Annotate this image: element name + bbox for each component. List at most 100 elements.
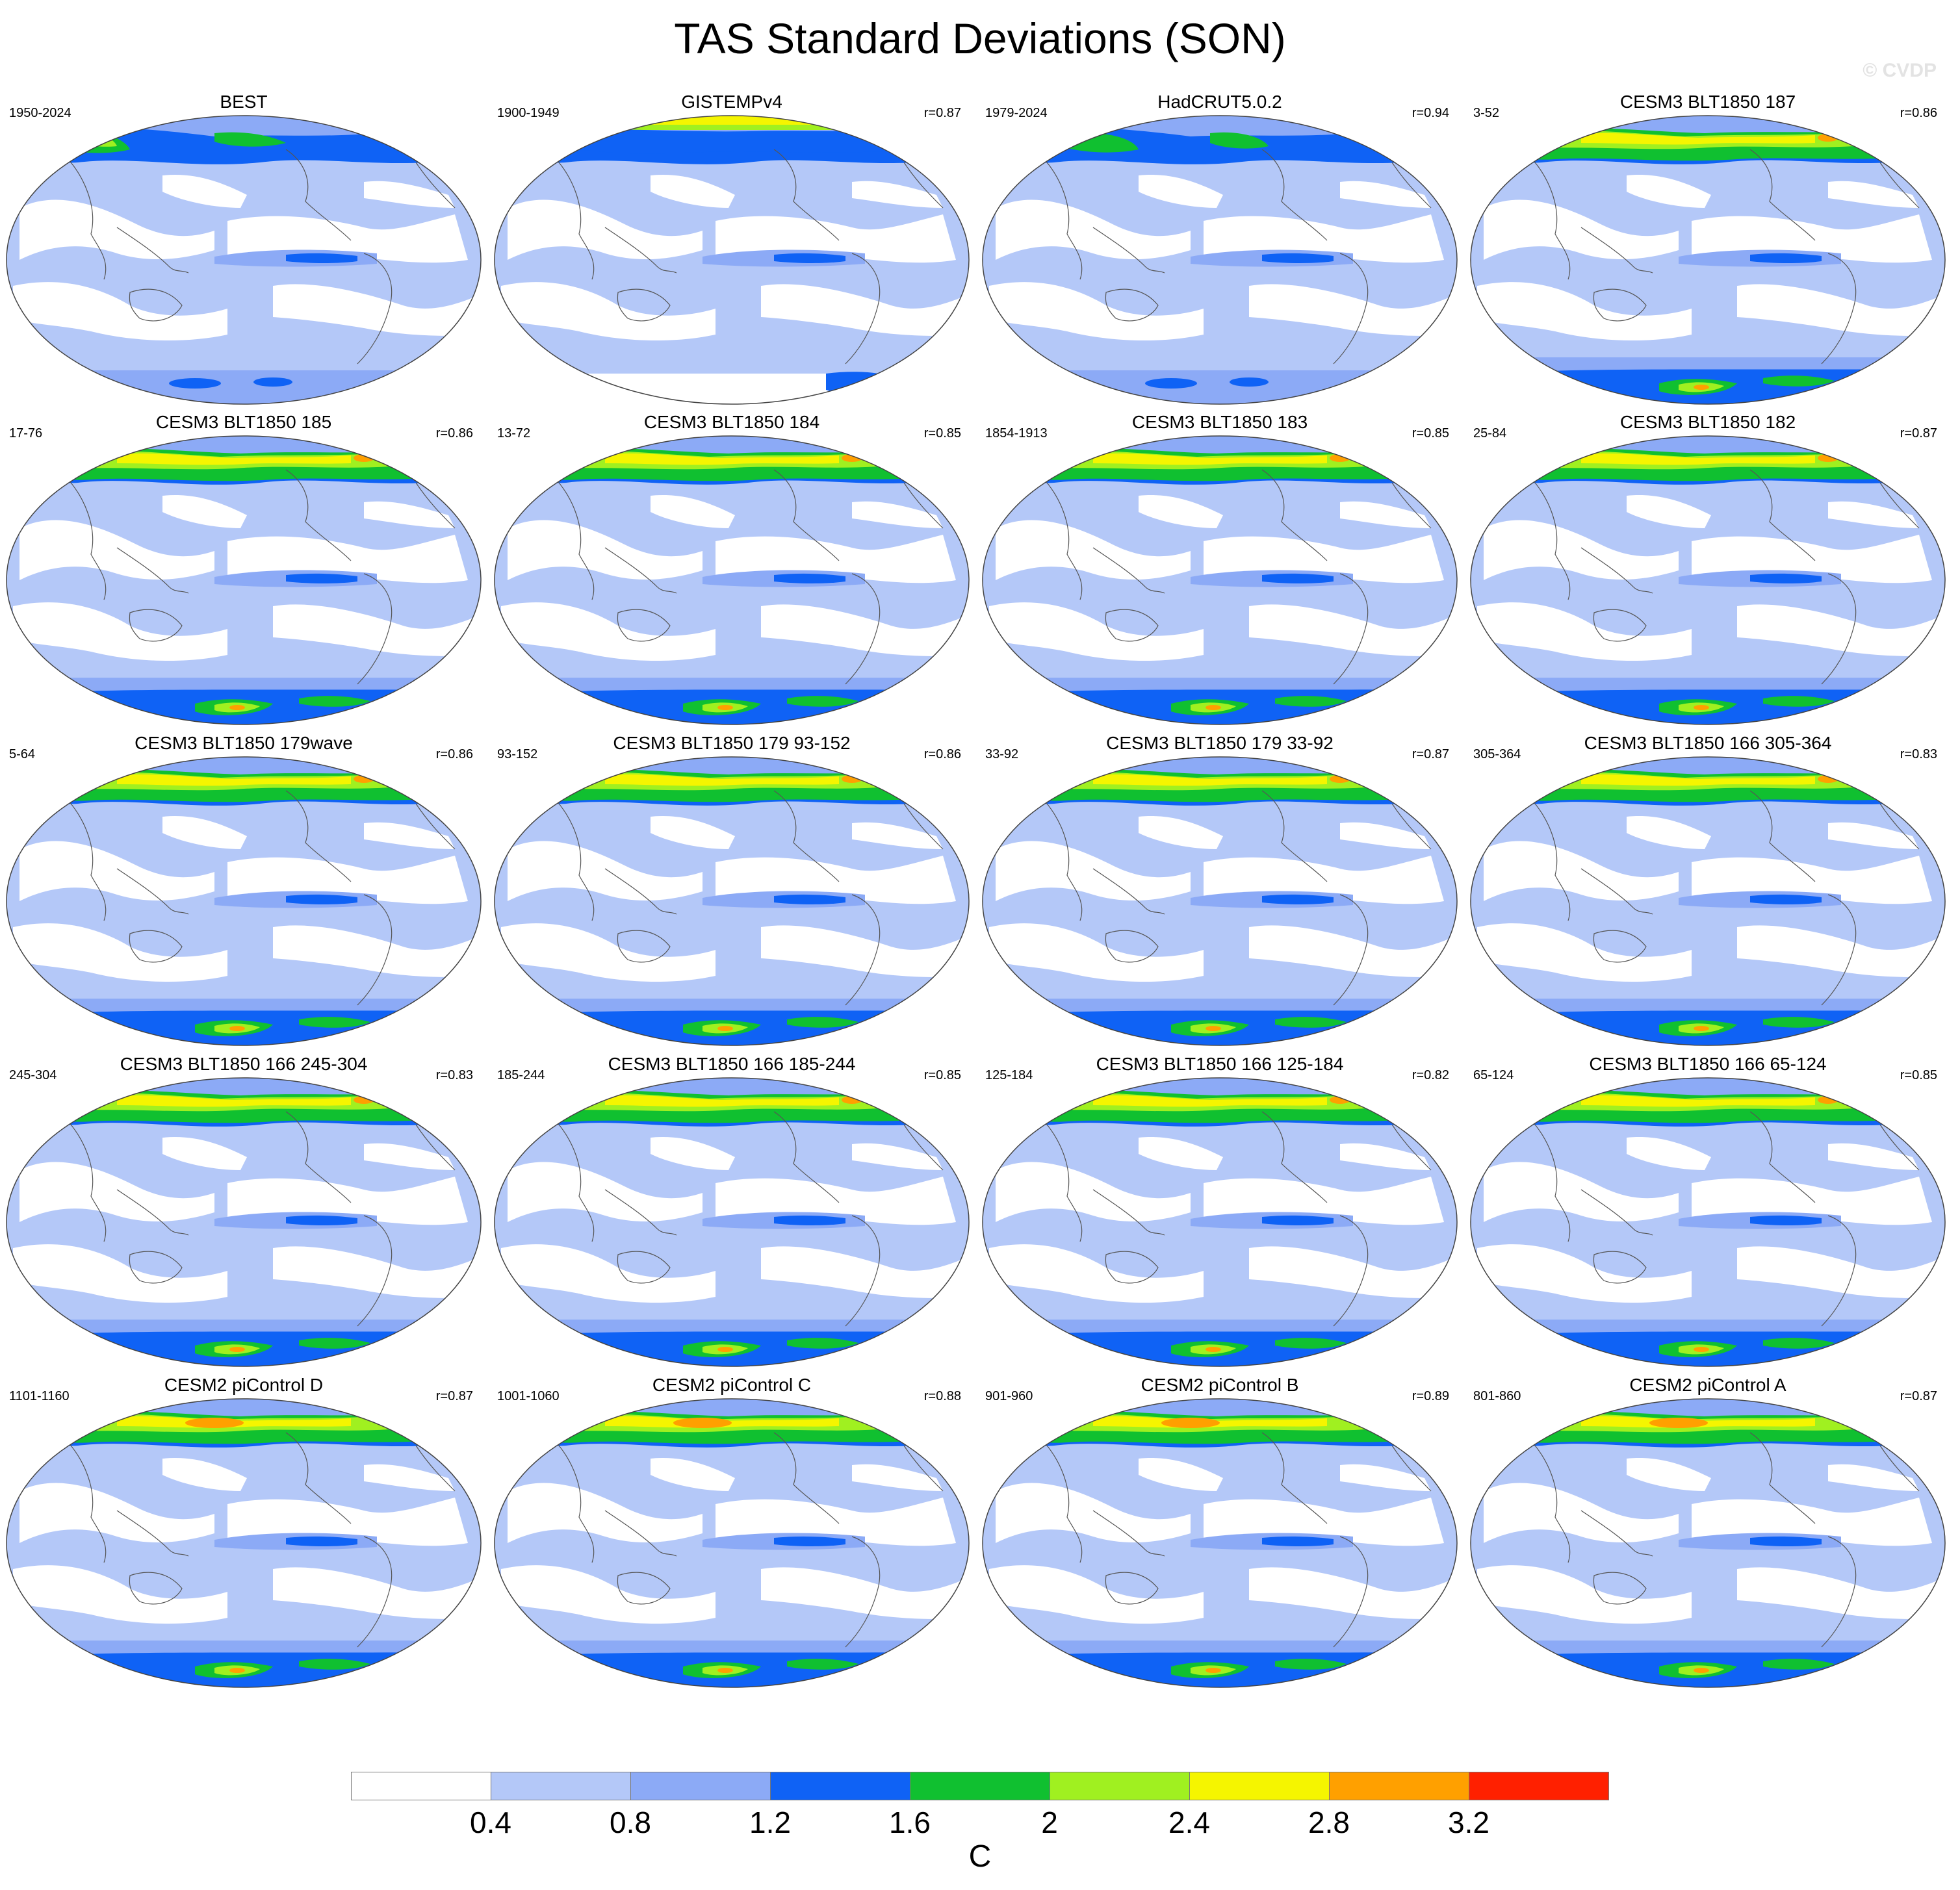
panel-correlation: r=0.86 — [435, 426, 473, 441]
map-panel: CESM3 BLT1850 166 125-184 125-184 r=0.82 — [976, 1053, 1464, 1372]
colorbar-box — [770, 1772, 910, 1800]
panel-correlation: r=0.85 — [923, 426, 961, 441]
panel-correlation: r=0.86 — [1900, 106, 1937, 120]
map-field — [1471, 1399, 1945, 1687]
panel-title: CESM3 BLT1850 166 65-124 — [1589, 1054, 1827, 1074]
map-plot — [494, 756, 970, 1046]
colorbar-tick-label: 2 — [1041, 1806, 1058, 1839]
map-plot — [1470, 756, 1946, 1046]
map-plot — [982, 1398, 1458, 1688]
colorbar-box — [1189, 1772, 1330, 1800]
map-plot — [6, 435, 482, 725]
map-panel: CESM3 BLT1850 185 17-76 r=0.86 — [0, 411, 487, 730]
panel-years: 901-960 — [985, 1389, 1033, 1403]
colorbar-tick-label: 0.8 — [610, 1806, 651, 1839]
panel-years: 13-72 — [497, 426, 531, 441]
colorbar-box — [630, 1772, 771, 1800]
map-panel: CESM3 BLT1850 184 13-72 r=0.85 — [488, 411, 975, 730]
panel-years: 65-124 — [1473, 1068, 1514, 1082]
map-field — [983, 757, 1457, 1045]
panel-correlation: r=0.87 — [1900, 1389, 1937, 1403]
map-field — [1471, 757, 1945, 1045]
panel-title: CESM3 BLT1850 183 — [1131, 412, 1308, 432]
panel-title: CESM3 BLT1850 179 93-152 — [613, 733, 851, 753]
panel-title: CESM3 BLT1850 166 305-364 — [1584, 733, 1832, 753]
map-plot — [982, 1077, 1458, 1367]
colorbar-box — [910, 1772, 1050, 1800]
panel-correlation: r=0.87 — [1412, 747, 1449, 761]
map-plot — [1470, 435, 1946, 725]
map-field — [495, 1399, 969, 1687]
map-plot — [1470, 1398, 1946, 1688]
panel-years: 1101-1160 — [9, 1389, 70, 1403]
map-plot — [982, 115, 1458, 405]
panel-years: 17-76 — [9, 426, 43, 441]
panel-years: 185-244 — [497, 1068, 545, 1082]
panel-correlation: r=0.83 — [1900, 747, 1937, 761]
map-plot — [982, 756, 1458, 1046]
map-field — [495, 436, 969, 724]
map-field — [495, 1078, 969, 1366]
colorbar-tick-label: 2.4 — [1168, 1806, 1210, 1839]
map-panel: CESM3 BLT1850 166 185-244 185-244 r=0.85 — [488, 1053, 975, 1372]
panel-title: HadCRUT5.0.2 — [1157, 92, 1282, 112]
panel-correlation: r=0.86 — [923, 747, 961, 761]
panel-title: CESM2 piControl D — [164, 1375, 324, 1395]
panel-years: 5-64 — [9, 747, 36, 761]
map-panel: BEST 1950-2024 — [0, 91, 487, 409]
map-plot — [1470, 115, 1946, 405]
panel-title: CESM3 BLT1850 166 245-304 — [120, 1054, 368, 1074]
panel-correlation: r=0.85 — [1900, 1068, 1937, 1082]
panel-years: 1950-2024 — [9, 106, 71, 120]
map-panel: CESM3 BLT1850 182 25-84 r=0.87 — [1464, 411, 1952, 730]
watermark: © CVDP — [1863, 60, 1937, 81]
panel-correlation: r=0.82 — [1412, 1068, 1449, 1082]
map-panel: CESM3 BLT1850 179 93-152 93-152 r=0.86 — [488, 732, 975, 1051]
panel-title: CESM3 BLT1850 182 — [1619, 412, 1796, 432]
map-field — [6, 1399, 481, 1687]
panel-correlation: r=0.94 — [1412, 106, 1449, 120]
panel-years: 1854-1913 — [985, 426, 1048, 441]
panel-years: 305-364 — [1473, 747, 1521, 761]
panel-correlation: r=0.85 — [1412, 426, 1449, 441]
panel-correlation: r=0.85 — [923, 1068, 961, 1082]
map-plot — [494, 1077, 970, 1367]
page-title: TAS Standard Deviations (SON) — [674, 14, 1286, 62]
colorbar-unit-label: C — [968, 1839, 992, 1874]
panel-correlation: r=0.87 — [923, 106, 961, 120]
colorbar-box — [1050, 1772, 1190, 1800]
panel-years: 1900-1949 — [497, 106, 560, 120]
map-field — [6, 436, 481, 724]
map-plot — [494, 1398, 970, 1688]
map-field — [983, 1399, 1457, 1687]
map-panel: CESM3 BLT1850 187 3-52 r=0.86 — [1464, 91, 1952, 409]
map-plot — [6, 756, 482, 1046]
panel-years: 245-304 — [9, 1068, 57, 1082]
map-field — [983, 1078, 1457, 1366]
panel-title: CESM3 BLT1850 187 — [1619, 92, 1796, 112]
colorbar-box — [1329, 1772, 1469, 1800]
map-plot — [1470, 1077, 1946, 1367]
colorbar-tick-label: 1.2 — [749, 1806, 791, 1839]
panel-years: 3-52 — [1473, 106, 1500, 120]
map-panel: CESM3 BLT1850 179wave 5-64 r=0.86 — [0, 732, 487, 1051]
map-field — [6, 116, 481, 404]
map-panel: CESM3 BLT1850 183 1854-1913 r=0.85 — [976, 411, 1464, 730]
colorbar-tick-label: 3.2 — [1448, 1806, 1489, 1839]
map-plot — [494, 435, 970, 725]
map-panel: CESM2 piControl C 1001-1060 r=0.88 — [488, 1374, 975, 1692]
panel-title: CESM3 BLT1850 166 125-184 — [1096, 1054, 1344, 1074]
panel-title: BEST — [220, 92, 268, 112]
panel-title: CESM3 BLT1850 184 — [643, 412, 820, 432]
panel-title: CESM2 piControl B — [1141, 1375, 1299, 1395]
panel-title: CESM3 BLT1850 166 185-244 — [608, 1054, 856, 1074]
panel-correlation: r=0.87 — [1900, 426, 1937, 441]
panel-title: CESM3 BLT1850 179 33-92 — [1106, 733, 1334, 753]
panel-title: CESM2 piControl A — [1629, 1375, 1786, 1395]
panel-correlation: r=0.88 — [923, 1389, 961, 1403]
panel-years: 125-184 — [985, 1068, 1033, 1082]
panel-correlation: r=0.86 — [435, 747, 473, 761]
map-field — [495, 116, 969, 404]
map-panel: CESM2 piControl D 1101-1160 r=0.87 — [0, 1374, 487, 1692]
map-field — [1471, 116, 1945, 404]
